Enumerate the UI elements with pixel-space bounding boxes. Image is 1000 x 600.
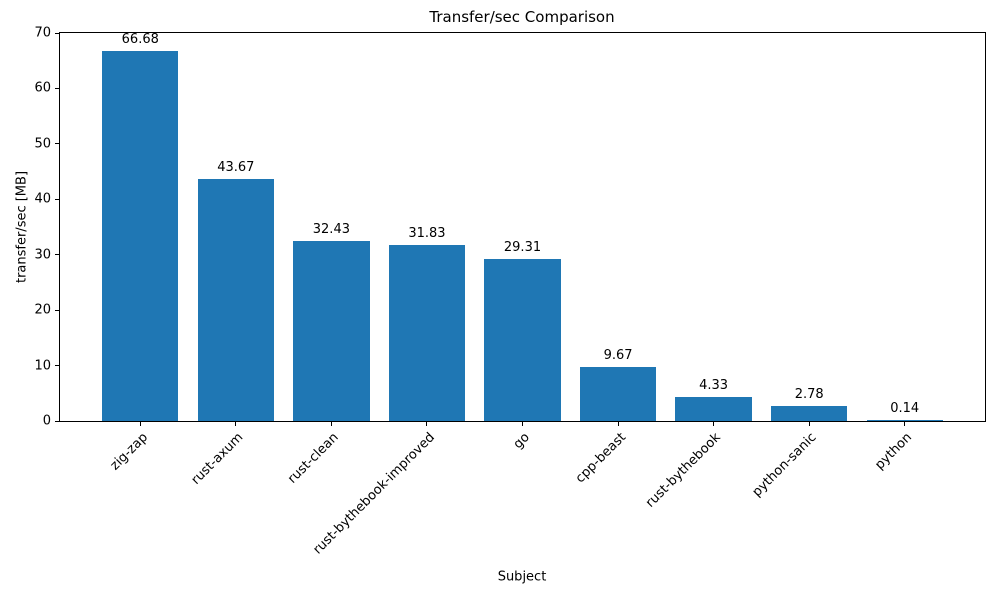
bar-rust-clean: [293, 241, 370, 421]
bar-cpp-beast: [579, 367, 657, 421]
y-tick-mark: [55, 143, 60, 145]
y-tick-label: 50: [34, 136, 51, 152]
bar-go: [484, 258, 561, 421]
bar-value-label: 32.43: [312, 222, 350, 238]
bar-value-label: 43.67: [217, 159, 255, 175]
bar-rust-axum: [197, 178, 275, 421]
x-tick-label-python: python: [872, 430, 916, 473]
bar-value-label: 66.68: [121, 32, 159, 48]
bar-rust-bythebook-improved: [388, 244, 466, 421]
x-tick-label-zig-zap: zig-zap: [107, 430, 151, 474]
y-tick-mark: [55, 254, 60, 256]
x-tick-label-rust-clean: rust-clean: [285, 430, 342, 487]
x-tick-label-rust-bythebook: rust-bythebook: [643, 430, 725, 511]
x-axis-label: Subject: [497, 569, 547, 585]
y-tick-label: 20: [34, 302, 51, 318]
bar-value-label: 2.78: [794, 386, 824, 402]
y-tick-mark: [55, 198, 60, 200]
y-tick-mark: [55, 309, 60, 311]
x-tick-label-go: go: [511, 430, 534, 453]
bar-value-label: 4.33: [699, 378, 729, 393]
y-tick-mark: [55, 87, 60, 89]
x-tick-mark: [808, 421, 810, 426]
x-tick-label-python-sanic: python-sanic: [749, 430, 820, 500]
y-tick-label: 70: [34, 25, 51, 41]
x-tick-mark: [617, 421, 619, 426]
y-tick-mark: [55, 32, 60, 34]
bar-value-label: 9.67: [603, 348, 633, 364]
bar-value-label: 0.14: [890, 401, 920, 416]
x-tick-mark: [713, 421, 715, 426]
x-tick-mark: [139, 421, 141, 426]
y-tick-label: 60: [34, 80, 51, 96]
y-tick-label: 10: [34, 358, 51, 374]
bar-python-sanic: [770, 405, 848, 421]
x-tick-label-cpp-beast: cpp-beast: [572, 430, 629, 487]
y-tick-label: 30: [34, 247, 51, 263]
y-tick-label: 40: [34, 191, 51, 207]
bar-python: [866, 420, 943, 421]
y-axis-label: transfer/sec [MB]: [14, 170, 30, 284]
x-tick-mark: [235, 421, 237, 426]
y-tick-label: 0: [42, 413, 51, 429]
x-tick-mark: [522, 421, 523, 426]
x-tick-mark: [904, 421, 906, 426]
x-tick-mark: [330, 421, 332, 426]
bar-rust-bythebook: [675, 397, 752, 421]
x-tick-label-rust-axum: rust-axum: [188, 430, 247, 488]
bar-zig-zap: [102, 51, 179, 421]
y-tick-mark: [55, 420, 60, 422]
x-tick-mark: [426, 421, 428, 426]
plot-area: 0 10 20 30 40 50 60 70 66.68 zig-zap 43.67 rust-axu…: [34, 26, 986, 557]
chart-title: Transfer/sec Comparison: [429, 8, 615, 26]
y-tick-mark: [55, 365, 60, 367]
bar-value-label: 31.83: [408, 225, 446, 241]
bar-value-label: 29.31: [503, 239, 542, 255]
